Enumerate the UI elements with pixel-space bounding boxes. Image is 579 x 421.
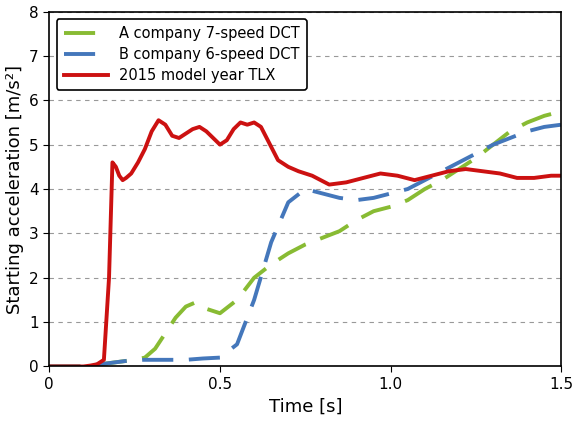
B company 6-speed DCT [80,364,87,369]
B company 6-speed DCT [404,187,411,192]
B company 6-speed DCT [422,178,428,183]
B company 6-speed DCT [319,191,326,196]
A company 7-speed DCT [251,275,258,280]
A company 7-speed DCT [203,306,210,311]
A company 7-speed DCT [182,304,189,309]
B company 6-speed DCT [233,342,240,347]
A company 7-speed DCT [438,178,445,183]
B company 6-speed DCT [251,297,258,302]
B company 6-speed DCT [302,187,309,192]
A company 7-speed DCT [107,360,114,365]
A company 7-speed DCT [524,120,531,125]
A company 7-speed DCT [472,155,479,160]
B company 6-speed DCT [370,195,377,200]
2015 model year TLX [251,120,258,125]
B company 6-speed DCT [524,129,531,134]
B company 6-speed DCT [148,357,155,362]
A company 7-speed DCT [370,209,377,214]
A company 7-speed DCT [114,360,121,365]
B company 6-speed DCT [165,357,172,362]
A company 7-speed DCT [387,204,394,209]
2015 model year TLX [558,173,565,178]
A company 7-speed DCT [193,300,200,305]
Line: A company 7-speed DCT: A company 7-speed DCT [49,112,562,366]
2015 model year TLX [237,120,244,125]
A company 7-speed DCT [152,346,159,351]
A company 7-speed DCT [507,129,514,134]
B company 6-speed DCT [507,136,514,141]
B company 6-speed DCT [182,357,189,362]
B company 6-speed DCT [472,151,479,156]
B company 6-speed DCT [336,195,343,200]
A company 7-speed DCT [558,109,565,114]
A company 7-speed DCT [46,364,53,369]
B company 6-speed DCT [353,197,360,203]
Line: 2015 model year TLX: 2015 model year TLX [49,120,562,366]
B company 6-speed DCT [217,355,223,360]
B company 6-speed DCT [267,240,274,245]
B company 6-speed DCT [97,362,104,367]
2015 model year TLX [46,364,53,369]
Line: B company 6-speed DCT: B company 6-speed DCT [49,125,562,366]
B company 6-speed DCT [558,122,565,127]
2015 model year TLX [295,169,302,174]
A company 7-speed DCT [490,142,497,147]
A company 7-speed DCT [285,251,292,256]
A company 7-speed DCT [121,359,128,364]
A company 7-speed DCT [404,197,411,203]
A company 7-speed DCT [131,357,138,362]
A company 7-speed DCT [141,355,148,360]
B company 6-speed DCT [107,360,114,365]
A company 7-speed DCT [162,330,169,336]
A company 7-speed DCT [267,262,274,267]
A company 7-speed DCT [80,364,87,369]
Y-axis label: Starting acceleration [m/s²]: Starting acceleration [m/s²] [6,64,24,314]
A company 7-speed DCT [319,235,326,240]
B company 6-speed DCT [121,359,128,364]
A company 7-speed DCT [456,167,463,172]
A company 7-speed DCT [541,113,548,118]
B company 6-speed DCT [114,360,121,365]
2015 model year TLX [175,136,182,141]
B company 6-speed DCT [63,364,70,369]
A company 7-speed DCT [422,187,428,192]
B company 6-speed DCT [285,200,292,205]
2015 model year TLX [109,160,116,165]
A company 7-speed DCT [63,364,70,369]
B company 6-speed DCT [46,364,53,369]
B company 6-speed DCT [387,191,394,196]
B company 6-speed DCT [438,169,445,174]
2015 model year TLX [258,124,265,129]
A company 7-speed DCT [172,315,179,320]
A company 7-speed DCT [97,362,104,367]
B company 6-speed DCT [131,357,138,362]
Legend: A company 7-speed DCT, B company 6-speed DCT, 2015 model year TLX: A company 7-speed DCT, B company 6-speed… [57,19,307,90]
A company 7-speed DCT [217,311,223,316]
A company 7-speed DCT [233,297,240,302]
A company 7-speed DCT [336,229,343,234]
B company 6-speed DCT [456,160,463,165]
B company 6-speed DCT [541,124,548,129]
B company 6-speed DCT [199,356,206,361]
X-axis label: Time [s]: Time [s] [269,397,342,416]
B company 6-speed DCT [490,142,497,147]
2015 model year TLX [155,118,162,123]
A company 7-speed DCT [353,218,360,223]
A company 7-speed DCT [302,242,309,247]
